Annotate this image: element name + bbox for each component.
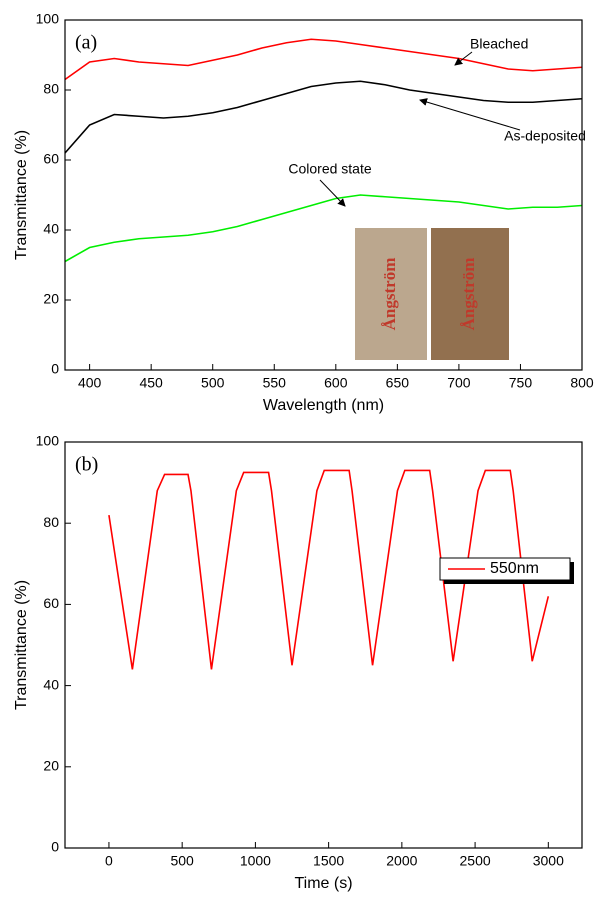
y-tick-label: 60	[43, 595, 59, 611]
x-tick-label: 400	[78, 375, 102, 391]
x-tick-label: 450	[139, 375, 163, 391]
y-tick-label: 0	[51, 361, 59, 377]
y-tick-label: 100	[36, 11, 60, 27]
y-tick-label: 40	[43, 221, 59, 237]
x-tick-label: 700	[447, 375, 471, 391]
series-annotation: Bleached	[470, 36, 528, 52]
inset-label: Ångström	[459, 258, 478, 331]
panel-label: (b)	[75, 454, 98, 476]
x-axis-label: Wavelength (nm)	[263, 397, 384, 414]
x-tick-label: 550	[263, 375, 287, 391]
y-tick-label: 60	[43, 151, 59, 167]
legend-label: 550nm	[490, 560, 539, 577]
y-tick-label: 20	[43, 291, 59, 307]
data-line	[64, 194, 583, 263]
y-axis-label: Transmittance (%)	[13, 130, 30, 260]
data-line	[108, 469, 550, 670]
panel-label: (a)	[75, 32, 97, 54]
x-tick-label: 2500	[460, 853, 491, 869]
x-tick-label: 800	[570, 375, 594, 391]
x-tick-label: 1500	[313, 853, 344, 869]
series-annotation: Colored state	[288, 161, 371, 177]
y-tick-label: 100	[36, 433, 60, 449]
x-tick-label: 500	[170, 853, 194, 869]
y-tick-label: 20	[43, 758, 59, 774]
y-tick-label: 0	[51, 839, 59, 855]
plot-frame	[64, 19, 583, 371]
y-tick-label: 40	[43, 676, 59, 692]
x-tick-label: 1000	[240, 853, 271, 869]
x-tick-label: 0	[105, 853, 113, 869]
x-tick-label: 500	[201, 375, 225, 391]
data-line	[64, 38, 583, 81]
legend-box	[439, 557, 571, 581]
x-axis-label: Time (s)	[294, 875, 352, 892]
y-axis-label: Transmittance (%)	[13, 580, 30, 710]
annotation-arrow	[454, 51, 473, 66]
annotation-arrow	[319, 179, 346, 207]
y-tick-label: 80	[43, 81, 59, 97]
x-tick-label: 600	[324, 375, 348, 391]
x-tick-label: 750	[509, 375, 533, 391]
series-annotation: As-deposited	[504, 128, 586, 144]
x-tick-label: 650	[386, 375, 410, 391]
data-line	[64, 80, 583, 154]
inset-photo	[355, 228, 427, 360]
x-tick-label: 2000	[386, 853, 417, 869]
plot-frame	[64, 441, 583, 849]
x-tick-label: 3000	[533, 853, 564, 869]
annotation-arrow	[419, 98, 521, 131]
inset-label: Ångström	[380, 258, 399, 331]
y-tick-label: 80	[43, 514, 59, 530]
inset-photo	[431, 228, 509, 360]
